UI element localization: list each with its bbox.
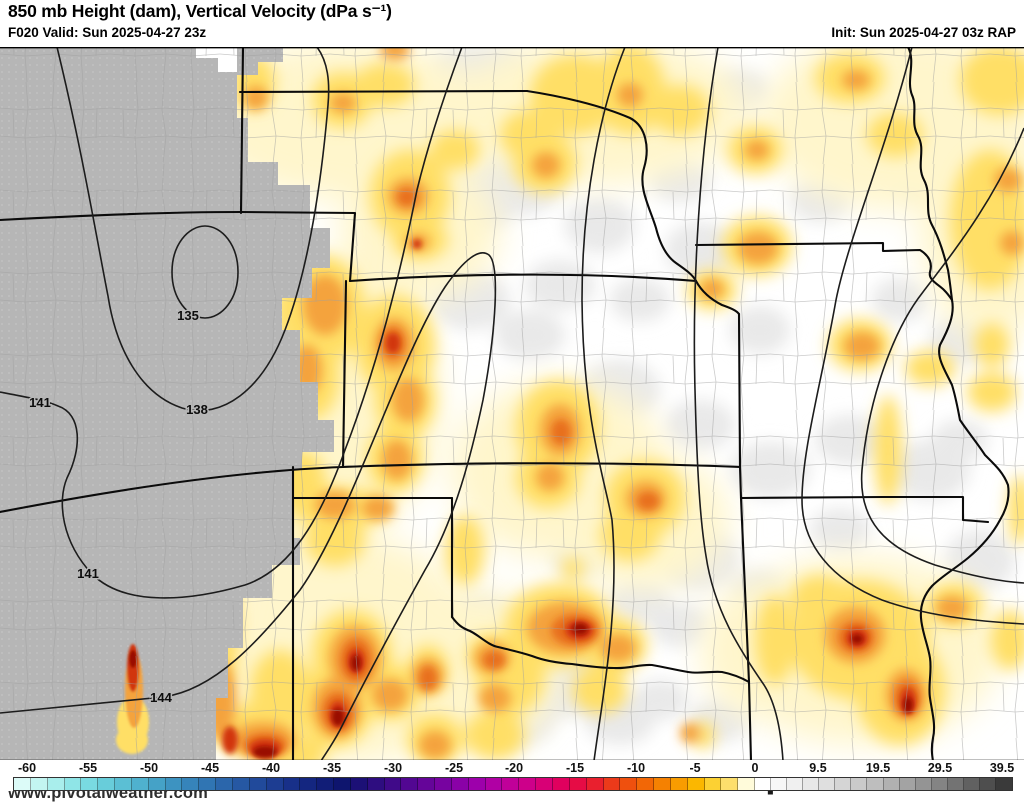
colorbar-segment: [266, 778, 284, 790]
colorbar-segment: [81, 778, 99, 790]
colorbar-segment: [738, 778, 756, 790]
colorbar-tick-label: -60: [17, 761, 37, 775]
colorbar-segment: [721, 778, 739, 790]
contour-label: 138: [186, 402, 208, 417]
colorbar-segment: [915, 778, 932, 790]
colorbar-segment: [947, 778, 964, 790]
colorbar-segment: [30, 778, 48, 790]
colorbar-tick-label: 29.5: [927, 761, 953, 775]
contour-label: 144: [150, 690, 172, 705]
colorbar-segment: [367, 778, 385, 790]
colorbar-segment: [931, 778, 948, 790]
colorbar-segment: [519, 778, 537, 790]
contour-label: 141: [29, 395, 51, 410]
colorbar-segment: [232, 778, 250, 790]
height-contours: [0, 47, 1024, 761]
colorbar-segment: [704, 778, 722, 790]
colorbar-segment: [819, 778, 836, 790]
colorbar-segment: [64, 778, 82, 790]
colorbar-tick-label: -25: [444, 761, 464, 775]
colorbar-gradient: [13, 777, 1013, 791]
colorbar-segment: [963, 778, 980, 790]
colorbar-tick-label: -5: [689, 761, 701, 775]
init-time-label: Init: Sun 2025-04-27 03z RAP: [831, 25, 1016, 40]
colorbar-segment: [979, 778, 996, 790]
colorbar-segment: [569, 778, 587, 790]
colorbar-segment: [300, 778, 318, 790]
weather-map: 135 138 141 141 144: [0, 47, 1024, 761]
colorbar-tick-label: -40: [261, 761, 281, 775]
colorbar-segment: [687, 778, 705, 790]
colorbar-segment: [468, 778, 486, 790]
colorbar-tick-row: -60 -55 -50 -45 -40 -35 -30 -25 -20 -15 -10 -5 0 9.5 1…: [0, 761, 1024, 776]
colorbar-segment: [249, 778, 267, 790]
colorbar-segment: [670, 778, 688, 790]
colorbar-segment: [131, 778, 149, 790]
colorbar-segment: [435, 778, 452, 790]
colorbar-segment: [637, 778, 655, 790]
colorbar-tick-label: -45: [200, 761, 220, 775]
colorbar-segment: [199, 778, 217, 790]
colorbar-segment: [384, 778, 402, 790]
colorbar-tick-label: -30: [383, 761, 403, 775]
colorbar-segment: [803, 778, 820, 790]
colorbar-segment: [603, 778, 621, 790]
colorbar-segment: [502, 778, 520, 790]
colorbar-tick-label: -55: [78, 761, 98, 775]
colorbar-segment: [883, 778, 900, 790]
colorbar-segment: [47, 778, 65, 790]
colorbar-segment: [14, 778, 31, 790]
colorbar-segment: [115, 778, 132, 790]
colorbar-segment: [867, 778, 884, 790]
colorbar-segment: [654, 778, 671, 790]
colorbar-segment: [451, 778, 469, 790]
colorbar-segment: [350, 778, 368, 790]
colorbar-tick-label: 39.5: [989, 761, 1015, 775]
valid-time-label: F020 Valid: Sun 2025-04-27 23z: [8, 25, 207, 40]
colorbar-tick-label: -50: [139, 761, 159, 775]
colorbar-tick-label: 19.5: [865, 761, 891, 775]
colorbar-tick-label: -15: [565, 761, 585, 775]
colorbar-segment: [620, 778, 638, 790]
colorbar-segment: [182, 778, 200, 790]
colorbar-segment: [899, 778, 916, 790]
colorbar-segment: [401, 778, 419, 790]
colorbar-segment: [216, 778, 233, 790]
colorbar-segment: [586, 778, 604, 790]
contour-label: 135: [177, 308, 199, 323]
colorbar-tick-label: -20: [504, 761, 524, 775]
colorbar: -60 -55 -50 -45 -40 -35 -30 -25 -20 -15 -10 -5 0 9.5 1…: [0, 760, 1024, 791]
header: 850 mb Height (dam), Vertical Velocity (…: [0, 0, 1024, 47]
colorbar-tick-label: 0: [751, 761, 759, 775]
colorbar-segment: [148, 778, 166, 790]
colorbar-segment: [553, 778, 570, 790]
colorbar-tick-label: -10: [626, 761, 646, 775]
contour-label: 141: [77, 566, 99, 581]
colorbar-segment: [755, 778, 772, 790]
colorbar-segment: [485, 778, 503, 790]
colorbar-segment: [98, 778, 116, 790]
colorbar-tick-label: -35: [322, 761, 342, 775]
county-lines: [0, 47, 1024, 761]
state-borders: [0, 47, 1010, 761]
page-title: 850 mb Height (dam), Vertical Velocity (…: [8, 1, 392, 21]
colorbar-tick-label: 9.5: [809, 761, 827, 775]
colorbar-segment: [334, 778, 351, 790]
colorbar-segment: [995, 778, 1012, 790]
colorbar-segment: [536, 778, 553, 790]
colorbar-segment: [835, 778, 852, 790]
colorbar-segment: [283, 778, 301, 790]
colorbar-segment: [851, 778, 868, 790]
colorbar-segment: [787, 778, 804, 790]
colorbar-segment: [418, 778, 436, 790]
colorbar-segment: [165, 778, 183, 790]
colorbar-segment: [317, 778, 335, 790]
colorbar-segment: [771, 778, 788, 790]
